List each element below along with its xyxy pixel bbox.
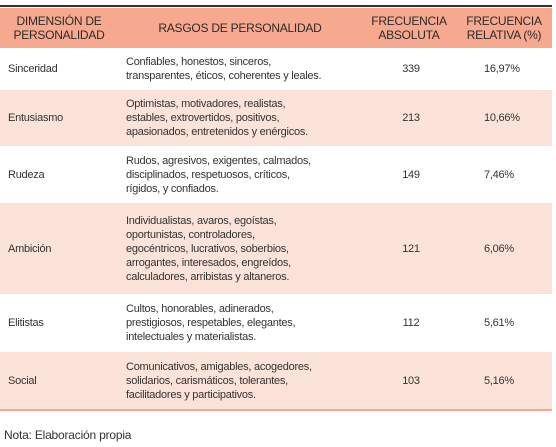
absolute-frequency: 339 xyxy=(402,63,420,75)
trait-line: solidarios, carismáticos, tolerantes, xyxy=(126,374,288,387)
trait-line: disciplinados, respetuosos, críticos, xyxy=(126,168,290,181)
header-cell: RASGOS DE PERSONALIDAD xyxy=(118,8,362,48)
header-line: FRECUENCIA xyxy=(371,14,447,28)
relative-frequency: 7,46% xyxy=(484,168,514,181)
relative-frequency: 5,16% xyxy=(456,352,552,411)
header-cell: DIMENSIÓN DE PERSONALIDAD xyxy=(0,8,118,48)
relative-frequency: 5,61% xyxy=(484,317,514,329)
trait-line: apasionados, entretenidos y enérgicos. xyxy=(126,126,308,138)
header-row: DIMENSIÓN DE PERSONALIDAD RASGOS DE PERSON… xyxy=(0,8,552,48)
trait-line: estables, extrovertidos, positivos, xyxy=(126,112,280,124)
table: DIMENSIÓN DE PERSONALIDAD RASGOS DE PERSON… xyxy=(0,8,552,411)
traits-cell: Comunicativos, amigables, acogedores, sol… xyxy=(118,352,362,411)
relative-frequency: 10,66% xyxy=(456,90,552,146)
trait-line: oportunistas, controladores, xyxy=(126,228,255,241)
table-body: Sinceridad Confiables, honestos, sinceros… xyxy=(0,48,552,411)
top-rule xyxy=(0,5,552,7)
absolute-frequency: 112 xyxy=(402,317,420,329)
trait-line: egocéntricos, lucrativos, soberbios, xyxy=(126,242,289,255)
trait-line: Cultos, honorables, adinerados, xyxy=(126,303,274,315)
header-line: RASGOS DE PERSONALIDAD xyxy=(158,21,322,35)
dimension-cell: Elitistas xyxy=(8,317,44,329)
trait-line: transparentes, éticos, coherentes y leal… xyxy=(126,70,322,82)
header-cell: FRECUENCIA ABSOLUTA xyxy=(362,8,456,48)
trait-line: facilitadores y participativos. xyxy=(126,388,256,401)
traits-cell: Confiables, honestos, sinceros, transpare… xyxy=(118,48,362,90)
traits-cell: Cultos, honorables, adinerados, prestigio… xyxy=(118,294,362,352)
note: Nota: Elaboración propia xyxy=(4,428,132,442)
traits-cell: Optimistas, motivadores, realistas, estab… xyxy=(118,90,362,146)
traits-cell: Rudos, agresivos, exigentes, calmados, di… xyxy=(118,146,362,203)
trait-line: rígidos, y confiados. xyxy=(126,182,219,195)
header-line: FRECUENCIA xyxy=(466,14,542,28)
header-line: PERSONALIDAD xyxy=(13,28,105,42)
trait-line: intelectuales y materialistas. xyxy=(126,331,257,343)
trait-line: Rudos, agresivos, exigentes, calmados, xyxy=(126,154,311,167)
table-row: Rudeza Rudos, agresivos, exigentes, calma… xyxy=(0,146,552,203)
table-row: Ambición Individualistas, avaros, egoísta… xyxy=(0,203,552,294)
dimension-cell: Entusiasmo xyxy=(0,90,118,146)
table-row: Elitistas Cultos, honorables, adinerados,… xyxy=(0,294,552,352)
header-cell: FRECUENCIA RELATIVA (%) xyxy=(456,8,552,48)
dimension-cell: Ambición xyxy=(0,203,118,294)
absolute-frequency: 149 xyxy=(402,168,420,181)
trait-line: Comunicativos, amigables, acogedores, xyxy=(126,360,312,373)
table-row: Sinceridad Confiables, honestos, sinceros… xyxy=(0,48,552,90)
relative-frequency: 6,06% xyxy=(456,203,552,294)
dimension-cell: Rudeza xyxy=(8,168,45,181)
header-line: DIMENSIÓN DE xyxy=(16,14,102,28)
trait-line: arrogantes, interesados, engreídos, xyxy=(126,256,291,269)
relative-frequency: 16,97% xyxy=(484,63,520,75)
header-line: ABSOLUTA xyxy=(378,28,440,42)
header-line: RELATIVA (%) xyxy=(466,28,542,42)
table-row: Social Comunicativos, amigables, acogedor… xyxy=(0,352,552,411)
trait-line: Confiables, honestos, sinceros, xyxy=(126,56,272,68)
dimension-cell: Social xyxy=(0,352,118,411)
absolute-frequency: 103 xyxy=(362,352,456,411)
table-row: Entusiasmo Optimistas, motivadores, reali… xyxy=(0,90,552,146)
trait-line: Individualistas, avaros, egoístas, xyxy=(126,214,277,227)
trait-line: Optimistas, motivadores, realistas, xyxy=(126,98,286,110)
trait-line: calculadores, arribistas y altaneros. xyxy=(126,270,290,283)
dimension-cell: Sinceridad xyxy=(8,63,58,75)
absolute-frequency: 121 xyxy=(362,203,456,294)
trait-line: prestigiosos, respetables, elegantes, xyxy=(126,317,296,329)
absolute-frequency: 213 xyxy=(362,90,456,146)
traits-cell: Individualistas, avaros, egoístas, oportu… xyxy=(118,203,362,294)
